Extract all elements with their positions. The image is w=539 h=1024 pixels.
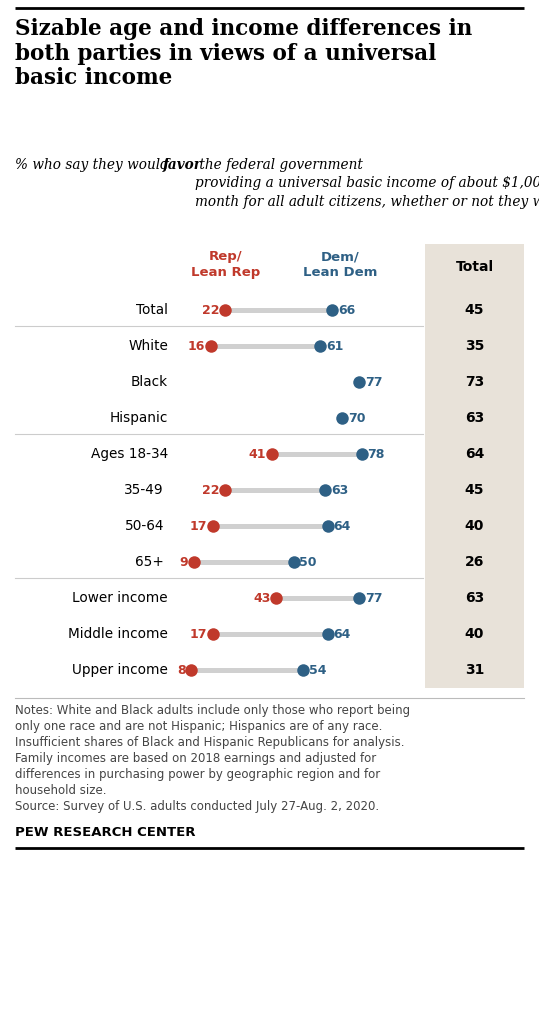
Bar — [272, 452, 362, 457]
Text: differences in purchasing power by geographic region and for: differences in purchasing power by geogr… — [15, 768, 380, 781]
Text: household size.: household size. — [15, 784, 107, 797]
Bar — [225, 307, 333, 312]
Text: Notes: White and Black adults include only those who report being: Notes: White and Black adults include on… — [15, 705, 410, 717]
Text: 35-49: 35-49 — [125, 483, 164, 497]
Bar — [191, 668, 303, 673]
Text: 50-64: 50-64 — [125, 519, 164, 534]
Bar — [425, 244, 524, 688]
Text: 35: 35 — [465, 339, 484, 353]
Text: 31: 31 — [465, 663, 484, 677]
Text: Total: Total — [136, 303, 168, 317]
Text: 22: 22 — [202, 483, 219, 497]
Text: Ages 18-34: Ages 18-34 — [91, 447, 168, 461]
Text: PEW RESEARCH CENTER: PEW RESEARCH CENTER — [15, 826, 196, 839]
Text: Dem/
Lean Dem: Dem/ Lean Dem — [303, 250, 377, 279]
Text: 54: 54 — [309, 664, 327, 677]
Text: 8: 8 — [177, 664, 185, 677]
Text: Total: Total — [455, 260, 494, 274]
Bar — [211, 343, 320, 348]
Text: 50: 50 — [300, 555, 317, 568]
Text: 63: 63 — [465, 591, 484, 605]
Bar — [213, 632, 328, 637]
Text: Family incomes are based on 2018 earnings and adjusted for: Family incomes are based on 2018 earning… — [15, 752, 376, 765]
Text: 40: 40 — [465, 627, 484, 641]
Bar — [277, 596, 359, 600]
Text: Hispanic: Hispanic — [109, 411, 168, 425]
Bar — [194, 559, 294, 564]
Text: 61: 61 — [326, 340, 343, 352]
Text: 77: 77 — [365, 376, 383, 388]
Text: favor: favor — [163, 158, 202, 172]
Text: 40: 40 — [465, 519, 484, 534]
Text: 63: 63 — [331, 483, 348, 497]
Text: 17: 17 — [190, 519, 208, 532]
Text: 22: 22 — [202, 303, 219, 316]
Text: Sizable age and income differences in
both parties in views of a universal
basic: Sizable age and income differences in bo… — [15, 18, 472, 89]
Text: 17: 17 — [190, 628, 208, 640]
Text: the federal government
providing a universal basic income of about $1,000 a
mont: the federal government providing a unive… — [195, 158, 539, 209]
Text: 70: 70 — [348, 412, 365, 425]
Text: Middle income: Middle income — [68, 627, 168, 641]
Text: Lower income: Lower income — [72, 591, 168, 605]
Text: 65+: 65+ — [135, 555, 164, 569]
Text: 16: 16 — [188, 340, 205, 352]
Text: 41: 41 — [248, 447, 266, 461]
Text: 66: 66 — [338, 303, 356, 316]
Text: 45: 45 — [465, 303, 484, 317]
Bar — [213, 523, 328, 528]
Text: 78: 78 — [368, 447, 385, 461]
Text: 63: 63 — [465, 411, 484, 425]
Text: 43: 43 — [253, 592, 271, 604]
Text: Black: Black — [131, 375, 168, 389]
Text: Source: Survey of U.S. adults conducted July 27-Aug. 2, 2020.: Source: Survey of U.S. adults conducted … — [15, 800, 379, 813]
Text: Upper income: Upper income — [72, 663, 168, 677]
Text: 64: 64 — [465, 447, 484, 461]
Text: 77: 77 — [365, 592, 383, 604]
Text: 26: 26 — [465, 555, 484, 569]
Text: only one race and are not Hispanic; Hispanics are of any race.: only one race and are not Hispanic; Hisp… — [15, 720, 382, 733]
Text: 73: 73 — [465, 375, 484, 389]
Text: 45: 45 — [465, 483, 484, 497]
Bar — [225, 487, 325, 493]
Text: White: White — [128, 339, 168, 353]
Text: 9: 9 — [179, 555, 188, 568]
Text: Rep/
Lean Rep: Rep/ Lean Rep — [191, 250, 260, 279]
Text: Insufficient shares of Black and Hispanic Republicans for analysis.: Insufficient shares of Black and Hispani… — [15, 736, 404, 749]
Text: 64: 64 — [334, 519, 351, 532]
Text: 64: 64 — [334, 628, 351, 640]
Text: % who say they would: % who say they would — [15, 158, 173, 172]
